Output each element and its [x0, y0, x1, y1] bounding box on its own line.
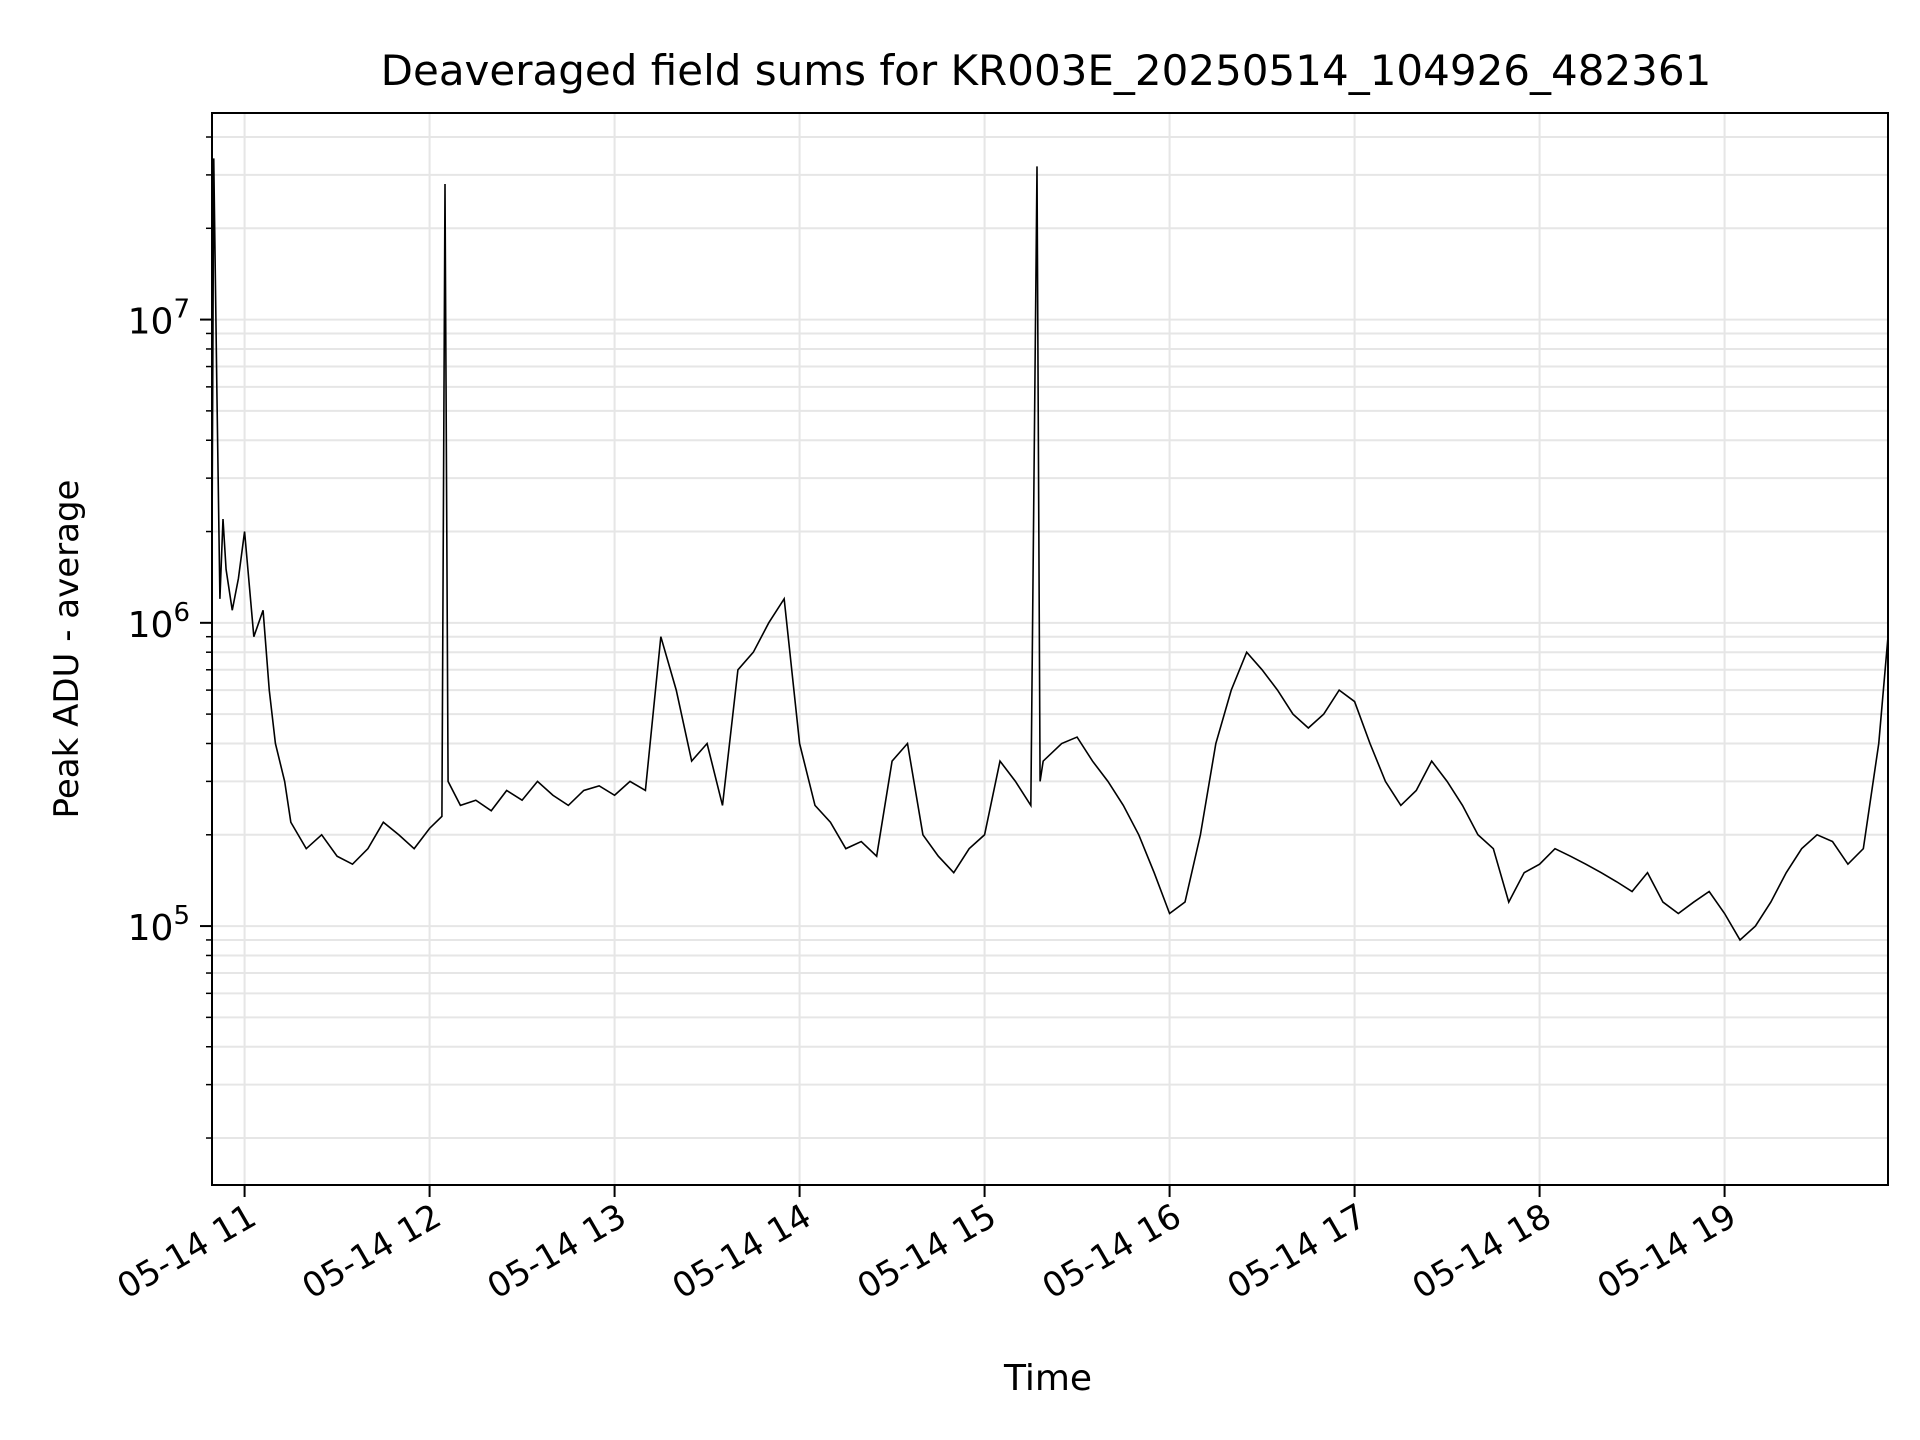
y-tick-label: 106	[128, 598, 190, 646]
y-tick-label: 105	[128, 901, 190, 949]
grid	[212, 113, 1888, 1185]
y-axis-label: Peak ADU - average	[47, 480, 87, 819]
chart-title: Deaveraged field sums for KR003E_2025051…	[381, 46, 1712, 95]
data-series	[211, 158, 1889, 942]
x-axis-label: Time	[1003, 1358, 1092, 1399]
y-axis: 105 106 107	[128, 136, 212, 1139]
plot-frame	[211, 112, 1889, 1186]
series-line	[211, 158, 1889, 942]
y-tick-label: 107	[128, 295, 190, 343]
